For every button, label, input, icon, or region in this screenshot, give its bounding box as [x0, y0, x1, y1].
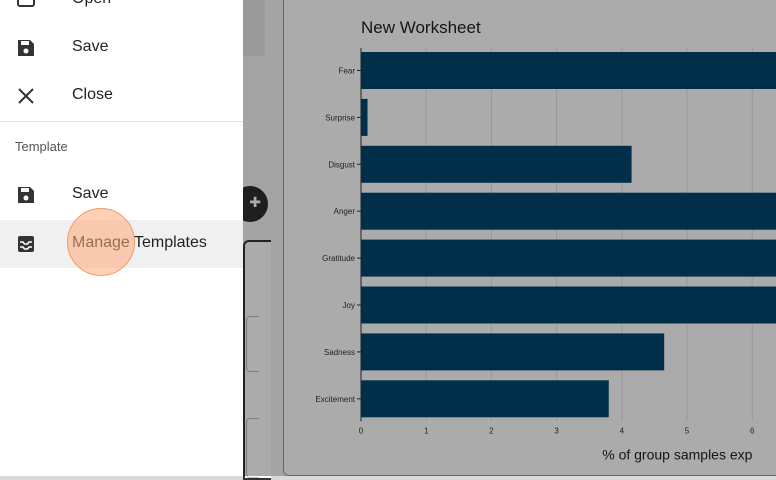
bar: [361, 333, 665, 371]
x-axis-label: % of group samples exp: [602, 446, 752, 462]
menu-item-label: Open: [72, 0, 111, 8]
x-tick-label: 4: [620, 426, 625, 435]
category-label: Anger: [334, 207, 356, 216]
category-label: Joy: [343, 301, 355, 310]
bar: [361, 98, 368, 136]
bar: [361, 380, 609, 418]
close-icon: [18, 88, 34, 104]
drawer-divider: [0, 121, 243, 122]
panel-field[interactable]: [246, 316, 259, 372]
chart-title: New Worksheet: [361, 18, 481, 37]
x-tick-label: 1: [424, 426, 429, 435]
bar: [361, 192, 776, 230]
inbox-icon: [18, 236, 34, 252]
menu-item-save[interactable]: Save: [0, 24, 243, 72]
x-tick-label: 0: [359, 426, 364, 435]
x-tick-label: 3: [554, 426, 559, 435]
category-label: Disgust: [328, 160, 355, 169]
menu-item-label: Save: [72, 185, 109, 202]
menu-item-open[interactable]: Open: [0, 0, 243, 24]
category-label: Fear: [339, 67, 356, 76]
add-icon: ✚: [249, 195, 261, 211]
category-label: Sadness: [324, 348, 355, 357]
save-icon: [18, 187, 34, 203]
bar-chart: 0 1 2 3 4 5 6 Fear Surprise Disgust Anger Gratitude…: [315, 48, 776, 462]
bar: [361, 286, 776, 324]
x-tick-label: 2: [489, 426, 494, 435]
bar: [361, 239, 776, 277]
x-tick-label: 5: [685, 426, 690, 435]
bar: [361, 52, 776, 89]
click-indicator: [67, 208, 135, 276]
folder-open-icon: [17, 0, 35, 7]
menu-item-save-template[interactable]: Save: [0, 171, 243, 219]
x-tick-label: 6: [750, 426, 755, 435]
section-header-template: Template: [15, 139, 68, 154]
menu-item-close[interactable]: Close: [0, 72, 243, 120]
category-label: Gratitude: [322, 254, 355, 263]
category-label: Excitement: [315, 395, 355, 404]
menu-item-label: Save: [72, 38, 109, 55]
toolbar-area: [243, 0, 265, 56]
menu-item-label: Close: [72, 86, 113, 103]
bar: [361, 145, 632, 183]
category-label: Surprise: [325, 113, 355, 122]
save-icon: [18, 40, 34, 56]
